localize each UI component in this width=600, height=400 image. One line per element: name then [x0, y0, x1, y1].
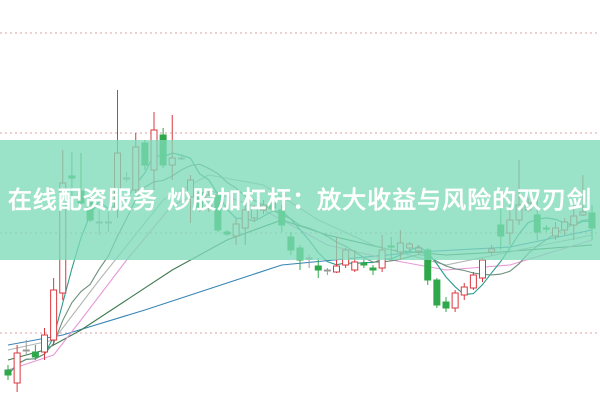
article-title: 在线配资服务 炒股加杠杆：放大收益与风险的双刃剑 [7, 186, 593, 214]
candle-body [442, 301, 450, 309]
candle-body [351, 261, 359, 271]
title-banner: 在线配资服务 炒股加杠杆：放大收益与风险的双刃剑 [0, 140, 600, 260]
candle-body [369, 267, 377, 271]
candle-body [41, 334, 48, 353]
candle-body [433, 279, 441, 306]
candle-body [469, 274, 477, 289]
candle-body [31, 351, 39, 358]
candle-body [360, 262, 368, 266]
candle-body [4, 369, 12, 376]
candle-body [314, 265, 322, 271]
candle-body [50, 289, 58, 341]
candle-body [13, 352, 21, 384]
candle-body [479, 259, 486, 279]
candle-body [460, 286, 468, 296]
candle-body [451, 292, 459, 309]
candle-body [323, 269, 331, 272]
candle-body [333, 265, 340, 273]
candle-body [22, 349, 30, 352]
